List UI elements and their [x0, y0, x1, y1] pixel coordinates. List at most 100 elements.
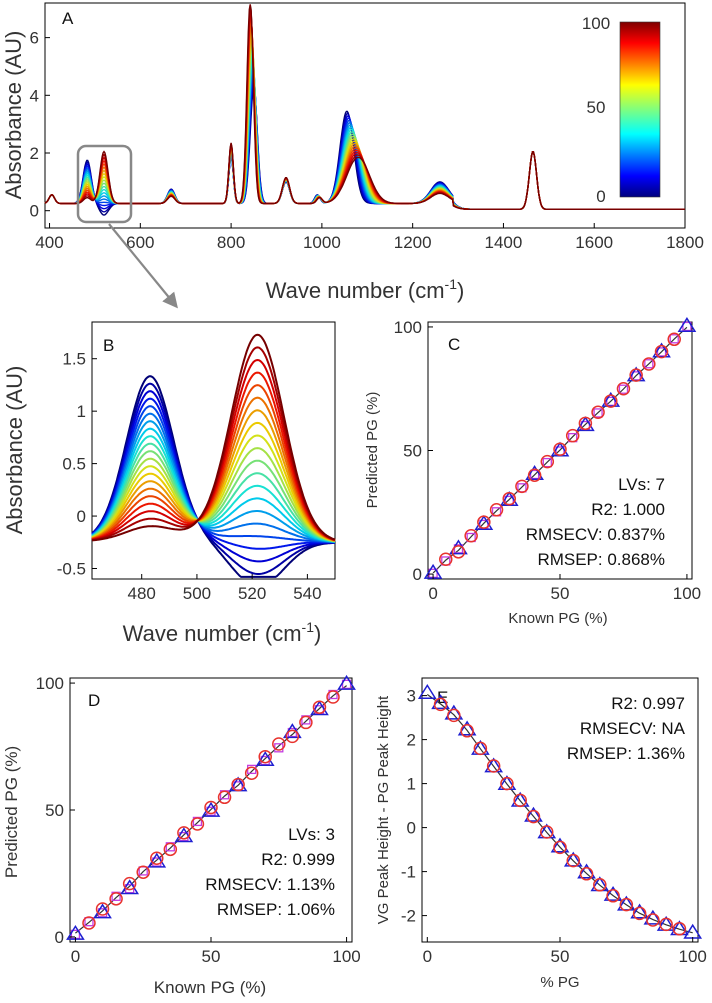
panel-e-calibration-circle — [539, 825, 554, 839]
panel-e-calibration-circle — [632, 906, 647, 921]
panel-c-prediction-triangle — [677, 317, 697, 332]
panel-b-y-tick-label: 1.5 — [62, 350, 86, 369]
panel-c-calibration-circle — [439, 552, 453, 566]
panel-d-prediction-triangle — [337, 674, 356, 690]
panel-e-prediction-triangle — [643, 909, 663, 925]
panel-a-x-tick-label: 1800 — [666, 233, 704, 252]
panel-b-series-line — [91, 447, 336, 543]
panel-c-calibration-circle — [553, 442, 567, 457]
panel-a-x-tick-label: 1600 — [575, 233, 613, 252]
panel-e-x-axis-label: % PG — [540, 974, 579, 991]
panel-a-x-tick-label: 400 — [35, 233, 63, 252]
panel-e-calibration-circle — [593, 878, 607, 892]
panel-e-calibration-circle — [447, 708, 461, 723]
panel-e-x-tick-label: 0 — [423, 947, 432, 966]
panel-e-x-tick-label: 100 — [679, 947, 707, 966]
panel-e-calibration-circle — [513, 793, 527, 808]
panel-c-prediction-square — [453, 544, 464, 554]
panel-e-prediction-triangle — [444, 704, 464, 720]
panel-b-x-axis-label: Wave number (cm-1) — [123, 619, 322, 646]
panel-b-x-tick-label: 500 — [183, 584, 211, 603]
panel-d-stat-line: RMSECV: 1.13% — [205, 875, 335, 894]
panel-e-calibration-circle — [500, 776, 514, 791]
panel-e-y-axis-label: VG Peak Height - PG Peak Height — [375, 695, 392, 924]
panel-e-prediction-triangle — [417, 683, 437, 699]
panel-a-label: A — [62, 9, 74, 28]
panel-a-y-tick-label: 6 — [30, 29, 39, 48]
panel-e-stat-line: RMSECV: NA — [580, 719, 686, 738]
panel-d-calibration-circle — [285, 729, 300, 744]
panel-b-series-line — [91, 450, 336, 543]
panel-d-x-tick-label: 100 — [332, 947, 360, 966]
panel-e-y-tick-label: 2 — [407, 731, 416, 750]
panel-d-x-tick-label: 0 — [71, 947, 80, 966]
panel-b-series-line — [91, 420, 336, 543]
panel-d-prediction-triangle — [174, 827, 194, 843]
panel-e-stat-line: RMSEP: 1.36% — [567, 744, 685, 763]
panel-d-x-tick-label: 50 — [202, 947, 221, 966]
panel-b-y-tick-label: -0.5 — [57, 560, 86, 579]
panel-b-series-line — [91, 435, 336, 543]
panel-c-calibration-circle — [527, 468, 542, 482]
panel-e-calibration-circle — [646, 913, 660, 927]
panel-d-calibration-circle — [272, 737, 286, 751]
panel-e-prediction-triangle — [616, 895, 636, 911]
panel-e-prediction-triangle — [457, 720, 477, 736]
panel-d-calibration-circle — [150, 851, 164, 865]
panel-e-prediction-triangle — [563, 851, 583, 867]
panel-c-y-tick-label: 100 — [394, 318, 422, 337]
panel-a-x-tick-label: 1200 — [394, 233, 432, 252]
panel-c-calibration-circle — [540, 454, 555, 469]
panel-c-calibration-circle — [451, 545, 466, 559]
panel-e-points — [417, 683, 703, 939]
panel-c-calibration-circle — [489, 503, 504, 517]
panel-e-calibration-circle — [433, 697, 448, 712]
panel-b-series-line — [91, 421, 336, 542]
panel-c-y-tick-label: 50 — [403, 442, 422, 461]
panel-d-calibration-circle — [312, 700, 327, 714]
colorbar-min-label: 0 — [596, 187, 605, 206]
panel-e-x-tick-label: 50 — [551, 947, 570, 966]
panel-d-y-tick-label: 100 — [36, 674, 64, 693]
panel-a-x-tick-label: 1000 — [303, 233, 341, 252]
panel-a-series-line — [44, 56, 685, 210]
panel-c-prediction-triangle — [474, 514, 494, 530]
panel-c-points — [423, 317, 697, 579]
panel-c-calibration-circle — [642, 357, 656, 371]
panel-d-calibration-circle — [190, 817, 205, 831]
panel-e-axes-box — [421, 677, 699, 943]
panel-c-calibration-circle — [654, 344, 669, 359]
panel-a-series-line — [44, 4, 685, 210]
panel-c-prediction-square — [669, 334, 679, 344]
panel-e-calibration-circle — [553, 840, 567, 855]
panel-d-fit-line — [75, 685, 347, 934]
colorbar — [619, 21, 661, 198]
panel-c-calibration-circle — [667, 332, 681, 347]
panel-c-calibration-circle — [604, 394, 618, 408]
panel-d-x-axis-label: Known PG (%) — [154, 978, 266, 997]
panel-e-y-tick-label: 1 — [407, 775, 416, 794]
panel-d-calibration-circle — [299, 715, 313, 730]
panel-e-calibration-circle — [566, 853, 581, 868]
panel-e-calibration-circle — [486, 759, 501, 773]
panel-a-x-tick-label: 800 — [217, 233, 245, 252]
panel-b-x-tick-label: 540 — [293, 584, 321, 603]
panel-e-calibration-circle — [606, 889, 620, 903]
panel-a-x-axis-label: Wave number (cm-1) — [266, 276, 465, 303]
panel-d-y-ticks: 0 50 100 — [36, 674, 75, 947]
panel-d-calibration-circle — [258, 749, 272, 764]
panel-a-x-ticks: 400 600 800 1000 1200 1400 1600 1800 — [35, 223, 704, 252]
panel-d-y-tick-label: 50 — [45, 801, 64, 820]
panel-a-spectra — [44, 4, 685, 216]
panel-b-series-line — [91, 405, 335, 544]
panel-c-stat-line: RMSEP: 0.868% — [537, 550, 665, 569]
panel-c-prediction-square — [631, 371, 641, 381]
panel-e-prediction-triangle — [550, 837, 570, 853]
panel-e-prediction-triangle — [603, 885, 623, 901]
panel-c-prediction-triangle — [652, 342, 671, 358]
panel-c-x-tick-label: 50 — [551, 584, 570, 603]
panel-d-prediction-square — [341, 679, 352, 689]
panel-d-calibration-circle — [136, 865, 150, 879]
